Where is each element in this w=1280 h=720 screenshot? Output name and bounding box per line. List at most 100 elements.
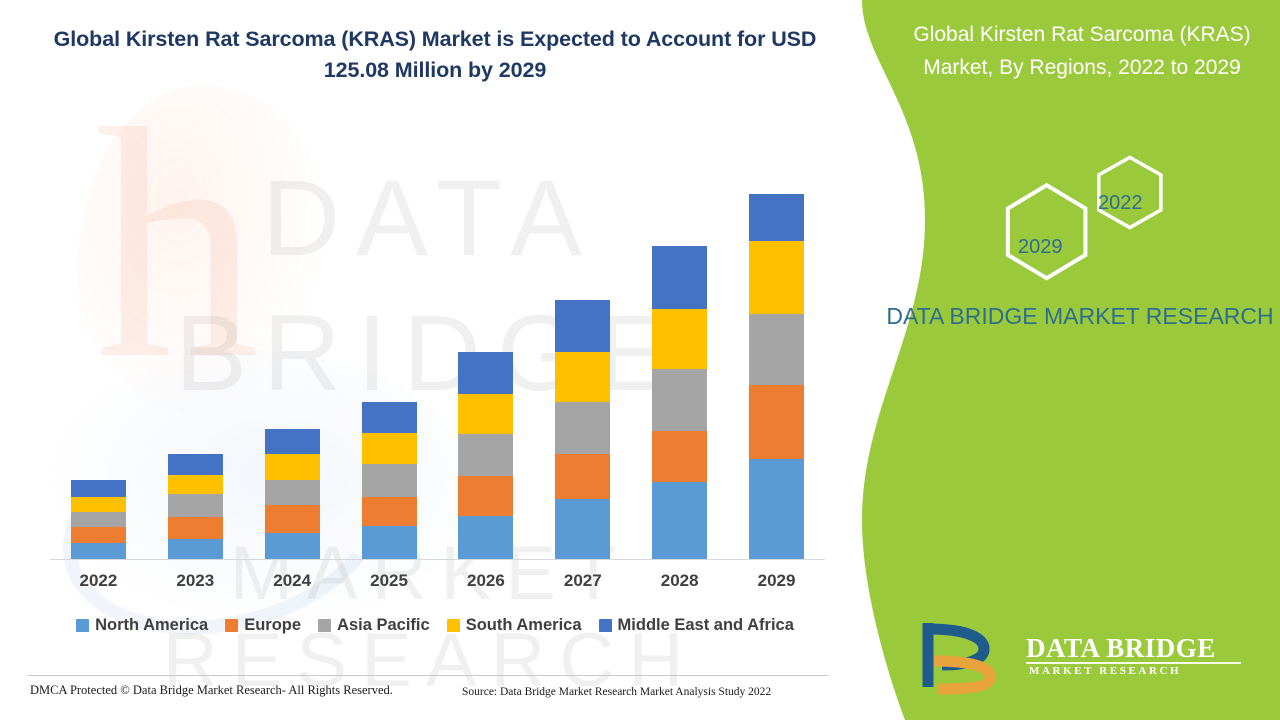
legend-swatch-icon [318,619,332,632]
x-axis-labels: 2022 2023 2024 2025 2026 2027 2028 2029 [50,571,825,591]
bar-stack[interactable] [749,193,805,559]
legend-item[interactable]: Middle East and Africa [598,616,794,635]
legend-swatch-icon [598,619,612,632]
legend-label: Asia Pacific [337,616,430,634]
x-axis-label: 2025 [370,571,408,590]
bar-segment[interactable] [749,240,805,314]
logo-mark-icon [922,623,996,695]
data-bridge-logo: DATA BRIDGE MARKET RESEARCH [898,615,1268,695]
bar-segment[interactable] [264,454,320,480]
bar-segment[interactable] [361,401,417,434]
legend-item[interactable]: North America [76,616,208,635]
x-axis-label: 2026 [467,571,505,590]
bar-segment[interactable] [70,511,126,528]
bar-segment[interactable] [652,431,708,482]
x-axis-label: 2022 [79,571,118,590]
bar-segment[interactable] [264,479,320,506]
bar-segment[interactable] [555,499,611,559]
page-title: Global Kirsten Rat Sarcoma (KRAS) Market… [53,27,817,82]
bar-group[interactable] [147,150,243,559]
bar-stack[interactable] [458,351,514,559]
logo-text-main: DATA BRIDGE [1026,633,1216,663]
bar-segment[interactable] [458,433,514,477]
background-h-glyph: h [95,62,260,427]
bar-stack[interactable] [70,479,126,559]
bar-segment[interactable] [70,479,126,498]
bar-segment[interactable] [555,351,611,402]
legend-label: Europe [244,616,302,634]
bar-segment[interactable] [167,516,223,540]
bar-segment[interactable] [458,393,514,434]
legend-swatch-icon [225,619,239,632]
hexagon-2022-icon [1097,155,1163,230]
footer-copyright: DMCA Protected © Data Bridge Market Rese… [30,683,393,697]
bar-segment[interactable] [749,385,805,460]
x-axis-label: 2023 [176,571,215,590]
bar-group[interactable] [438,150,534,559]
bar-stack[interactable] [361,401,417,559]
bar-stack[interactable] [167,454,223,559]
bar-segment[interactable] [361,433,417,465]
bar-segment[interactable] [167,539,223,559]
legend-item[interactable]: South America [446,616,582,635]
bar-segment[interactable] [264,505,320,533]
logo-divider [1026,662,1241,664]
bar-segment[interactable] [458,476,514,517]
bar-segment[interactable] [555,401,611,455]
logo-text-sub: MARKET RESEARCH [1029,665,1182,677]
bar-segment[interactable] [70,543,126,559]
hexagon-label-end: 2029 [1018,236,1063,258]
x-axis-label: 2028 [660,571,699,590]
legend-label: South America [465,616,582,634]
bar-segment[interactable] [749,313,805,386]
bar-segment[interactable] [555,299,611,352]
legend-label: North America [95,616,209,634]
bar-segment[interactable] [361,464,417,497]
bar-segment[interactable] [749,459,805,559]
bar-segment[interactable] [167,494,223,517]
bar-segment[interactable] [458,351,514,394]
legend-item[interactable]: Asia Pacific [318,616,430,635]
bar-segment[interactable] [167,454,223,475]
legend-label: Middle East and Africa [617,616,794,634]
footer-divider [28,675,828,676]
bar-segment[interactable] [264,429,320,455]
bar-segment[interactable] [749,193,805,241]
bar-series-container [50,150,825,559]
bar-segment[interactable] [652,481,708,559]
bar-segment[interactable] [652,369,708,432]
bar-segment[interactable] [70,497,126,512]
hexagon-label-start: 2022 [1098,192,1143,214]
bar-segment[interactable] [70,527,126,544]
x-axis-label: 2027 [563,571,602,590]
x-axis-label: 2024 [273,571,312,590]
bar-group[interactable] [632,150,728,559]
hexagon-group: 2022 2029 [980,148,1190,283]
legend-item[interactable]: Europe [225,616,301,635]
legend-swatch-icon [446,619,460,632]
bar-group[interactable] [341,150,437,559]
bar-segment[interactable] [361,496,417,526]
panel-content: Global Kirsten Rat Sarcoma (KRAS) Market… [880,0,1280,720]
bar-group[interactable] [535,150,631,559]
background-blob-pink [78,86,328,416]
bar-segment[interactable] [652,308,708,370]
bar-segment[interactable] [652,245,708,309]
bar-segment[interactable] [167,474,223,495]
bar-segment[interactable] [458,516,514,559]
bar-group[interactable] [729,150,825,559]
bar-stack[interactable] [555,299,611,559]
plot-area: 2022 2023 2024 2025 2026 2027 2028 2029 [50,150,825,591]
bar-stack[interactable] [264,429,320,559]
x-axis-line [50,559,825,560]
panel-brand-name: DATA BRIDGE MARKET RESEARCH [886,303,1274,329]
panel-title: Global Kirsten Rat Sarcoma (KRAS) Market… [913,23,1251,79]
bar-group[interactable] [244,150,340,559]
bar-segment[interactable] [264,532,320,559]
bar-group[interactable] [50,150,146,559]
bar-segment[interactable] [361,525,417,559]
bar-stack[interactable] [652,245,708,559]
hexagon-2029-icon [1005,182,1088,281]
bar-segment[interactable] [555,454,611,500]
